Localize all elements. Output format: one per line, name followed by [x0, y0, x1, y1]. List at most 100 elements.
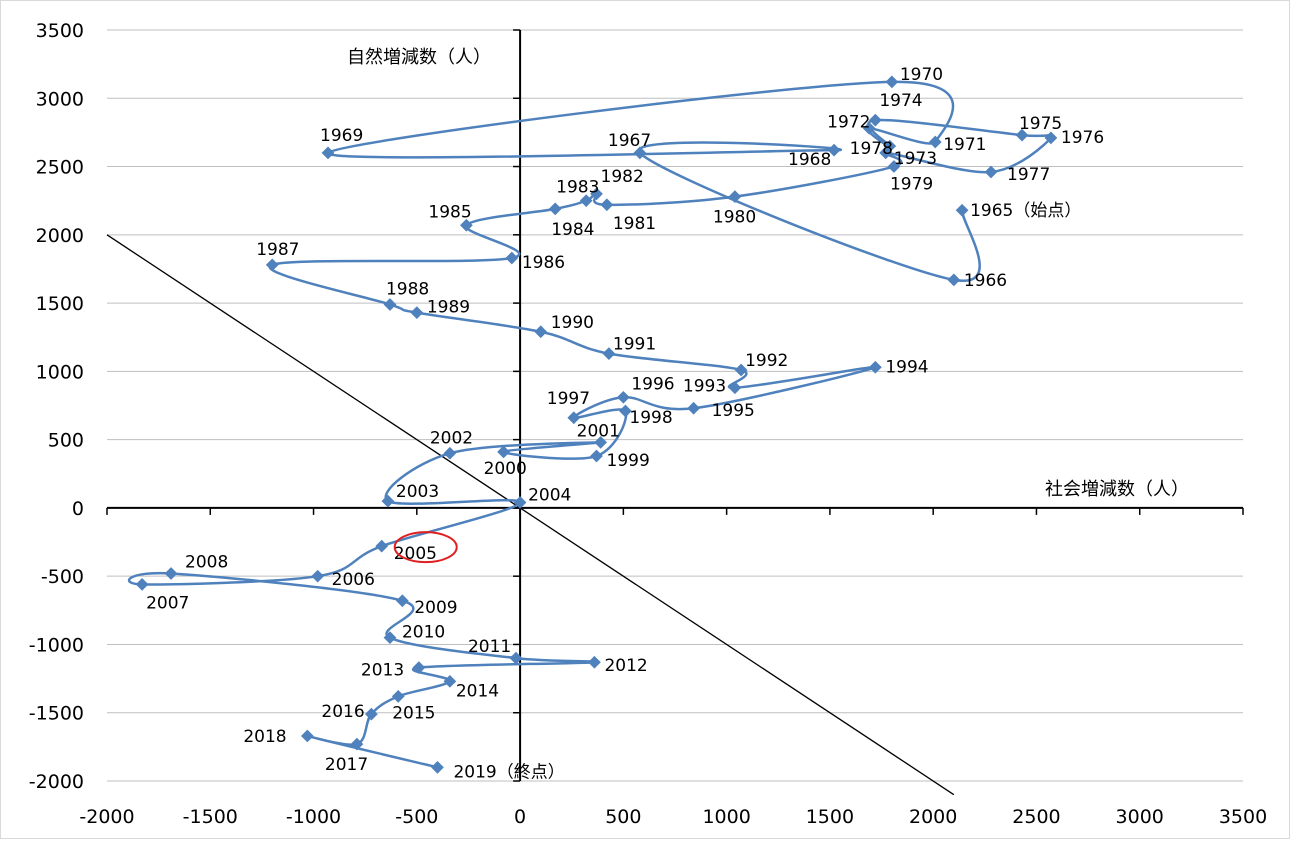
point-label-43: 2008 [185, 552, 228, 572]
point-label-20: 1985 [428, 202, 471, 222]
point-label-14: 1979 [890, 175, 933, 195]
data-point-35 [497, 445, 510, 459]
point-label-32: 1997 [547, 389, 590, 409]
y-tick-label-2: -1000 [29, 634, 84, 656]
point-label-39: 2004 [528, 485, 571, 505]
point-label-21: 1986 [522, 253, 565, 273]
point-label-41: 2006 [332, 570, 375, 590]
point-label-8: 1973 [894, 149, 937, 169]
point-label-1: 1966 [964, 271, 1007, 291]
point-label-38: 2003 [396, 482, 439, 502]
point-label-9: 1974 [879, 91, 922, 111]
point-label-36: 2001 [577, 421, 620, 441]
data-point-20 [460, 218, 473, 232]
point-label-53: 2018 [243, 727, 286, 747]
x-tick-labels: -2000 -1500 -1000 -500 0 500 1000 1500 2000 2500 3… [79, 806, 1267, 828]
point-label-33: 1998 [629, 408, 672, 428]
y-tick-label-6: 1000 [36, 361, 84, 383]
point-label-4: 1969 [320, 126, 363, 146]
y-tick-label-11: 3500 [36, 20, 84, 42]
point-label-46: 2011 [468, 637, 511, 657]
x-tick-label-10: 3000 [1116, 806, 1164, 828]
point-label-23: 1988 [386, 279, 429, 299]
y-tick-label-4: 0 [72, 498, 84, 520]
data-point-22 [265, 258, 279, 272]
x-tick-label-6: 1000 [702, 806, 750, 828]
point-label-37: 2002 [430, 428, 473, 448]
data-point-24 [410, 306, 424, 320]
point-label-26: 1991 [613, 335, 656, 355]
point-label-17: 1982 [601, 167, 644, 187]
point-label-10: 1975 [1019, 114, 1062, 134]
point-label-19: 1984 [551, 220, 594, 240]
point-label-24: 1989 [427, 298, 470, 318]
point-label-13: 1978 [850, 139, 893, 159]
point-label-16: 1981 [613, 214, 656, 234]
y-tick-label-10: 3000 [36, 88, 84, 110]
y-tick-label-3: -500 [41, 566, 84, 588]
x-tick-label-4: 0 [514, 806, 526, 828]
data-point-46 [509, 651, 523, 665]
data-point-23 [383, 298, 397, 311]
highlight-circle [393, 531, 458, 564]
point-label-15: 1980 [713, 208, 756, 228]
point-label-30: 1995 [712, 401, 755, 421]
point-label-27: 1992 [745, 351, 788, 371]
data-point-37 [443, 446, 457, 460]
point-label-42: 2007 [146, 593, 189, 613]
point-label-48: 2013 [361, 661, 404, 681]
highlight-marker [393, 531, 458, 564]
point-label-2: 1967 [608, 131, 651, 151]
point-label-7: 1972 [827, 112, 870, 132]
point-label-54: 2019（終点） [453, 762, 564, 782]
x-tick-label-0: -2000 [79, 806, 134, 828]
point-label-18: 1983 [556, 178, 599, 198]
y-tick-label-1: -1500 [29, 703, 84, 725]
point-label-22: 1987 [256, 240, 299, 260]
x-tick-label-1: -1500 [183, 806, 238, 828]
y-axis-title: 自然増減数（人） [347, 47, 491, 68]
y-tick-labels: -2000 -1500 -1000 -500 0 500 1000 1500 2000 2500 3… [29, 20, 84, 793]
point-label-44: 2009 [414, 598, 457, 618]
point-label-5: 1970 [900, 65, 943, 85]
x-tick-label-11: 3500 [1219, 806, 1267, 828]
x-axis-title: 社会増減数（人） [1045, 479, 1189, 500]
point-label-29: 1994 [885, 357, 928, 377]
point-label-0: 1965（始点） [970, 201, 1081, 221]
point-label-31: 1996 [631, 374, 674, 394]
y-tick-label-0: -2000 [29, 771, 84, 793]
point-label-34: 1999 [607, 451, 650, 471]
y-tick-label-5: 500 [48, 430, 84, 452]
data-point-4 [321, 146, 335, 160]
point-label-51: 2016 [321, 702, 364, 722]
point-labels: 1965（始点） 1966 1967 1968 1969 1970 1971 1972 1973… [146, 65, 1104, 782]
x-tick-label-7: 1500 [806, 806, 854, 828]
point-label-25: 1990 [551, 313, 594, 333]
point-label-11: 1976 [1061, 128, 1104, 148]
point-label-47: 2012 [604, 656, 647, 676]
diagonal-reference-line [106, 234, 955, 796]
y-tick-label-8: 2000 [36, 225, 84, 247]
x-tick-label-2: -1000 [286, 806, 341, 828]
y-tick-label-7: 1500 [36, 293, 84, 315]
point-label-3: 1968 [788, 150, 831, 170]
point-label-35: 2000 [484, 459, 527, 479]
point-label-6: 1971 [943, 135, 986, 155]
x-tick-label-8: 2000 [909, 806, 957, 828]
y-tick-label-9: 2500 [36, 157, 84, 179]
point-label-52: 2017 [325, 755, 368, 775]
reference-line [106, 234, 955, 796]
point-label-49: 2014 [456, 681, 499, 701]
x-tick-label-9: 2500 [1012, 806, 1060, 828]
point-label-12: 1977 [1007, 165, 1050, 185]
gridlines [107, 29, 1243, 782]
data-point-38 [381, 494, 395, 508]
point-label-50: 2015 [392, 703, 435, 723]
point-label-45: 2010 [402, 623, 445, 643]
point-label-28: 1993 [683, 377, 726, 397]
x-tick-label-5: 500 [605, 806, 641, 828]
x-tick-label-3: -500 [395, 806, 438, 828]
